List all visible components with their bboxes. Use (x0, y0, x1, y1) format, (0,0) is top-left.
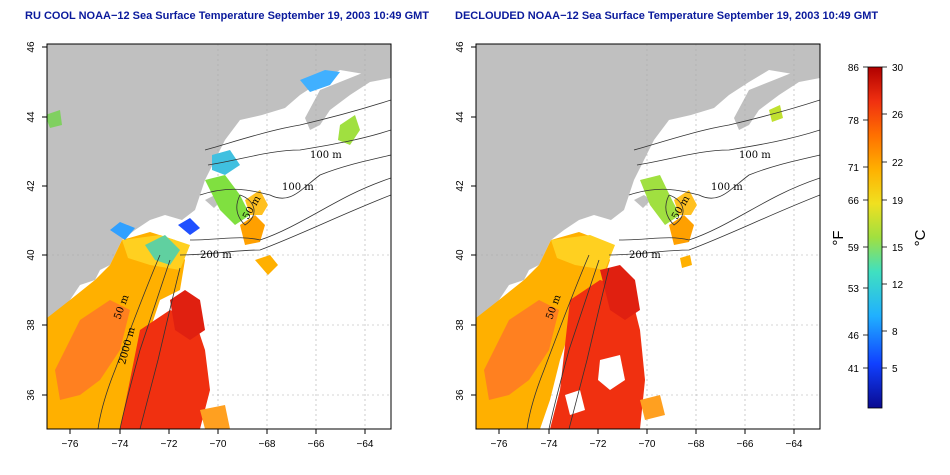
lat-tick-label: 38 (455, 319, 466, 331)
colorbar-celsius-label: °C (912, 229, 929, 246)
lon-tick-label: −76 (62, 439, 79, 450)
lon-tick-label: −76 (491, 439, 508, 450)
colorbar-f-tick: 66 (848, 196, 860, 207)
colorbar-f-tick: 53 (848, 284, 860, 295)
right-map-frame (475, 43, 821, 430)
colorbar-f-tick: 78 (848, 116, 860, 127)
colorbar-f-tick: 71 (848, 163, 860, 174)
colorbar-c-tick: 8 (892, 327, 898, 338)
sst-field (47, 70, 360, 429)
lon-tick-label: −74 (541, 439, 558, 450)
lat-tick-label: 38 (26, 319, 37, 331)
lon-tick-label: −74 (112, 439, 129, 450)
contour-label: 100 m (711, 182, 743, 193)
colorbar-gradient (867, 66, 883, 409)
colorbar-fahrenheit-label: °F (830, 230, 847, 245)
lon-tick-label: −68 (688, 439, 705, 450)
colorbar-c-tick: 22 (892, 158, 904, 169)
graticule (47, 44, 391, 429)
sst-field (476, 105, 783, 429)
lat-tick-label: 36 (26, 389, 37, 401)
left-map-frame (46, 43, 392, 430)
colorbar-c-tick: 12 (892, 280, 904, 291)
lon-tick-label: −70 (210, 439, 227, 450)
colorbar-f-tick: 59 (848, 243, 860, 254)
land-nova-scotia (734, 70, 820, 130)
right-map-title: DECLOUDED NOAA−12 Sea Surface Temperatur… (455, 10, 879, 22)
right-map: 100 m 100 m 50 m 200 m 50 m (476, 44, 820, 429)
colorbar: 86 78 71 66 59 53 46 41 30 26 22 19 15 1… (830, 63, 929, 409)
land-nova-scotia (305, 70, 391, 130)
lat-tick-label: 44 (26, 111, 37, 123)
lon-tick-label: −66 (308, 439, 325, 450)
left-lon-ticks (42, 46, 366, 434)
lat-tick-label: 42 (455, 180, 466, 192)
colorbar-c-tick: 5 (892, 364, 898, 375)
lon-tick-label: −72 (161, 439, 178, 450)
contour-label: 100 m (282, 182, 314, 193)
colorbar-c-tick: 19 (892, 196, 904, 207)
lon-tick-label: −66 (737, 439, 754, 450)
lon-tick-label: −64 (357, 439, 374, 450)
lon-tick-label: −64 (786, 439, 803, 450)
colorbar-c-tick: 15 (892, 243, 904, 254)
bathymetry-contours (97, 99, 391, 429)
lat-tick-label: 40 (455, 249, 466, 261)
lat-tick-label: 46 (26, 41, 37, 53)
colorbar-c-tick: 30 (892, 63, 904, 74)
land-mass (476, 44, 820, 318)
colorbar-c-tick: 26 (892, 110, 904, 121)
lat-tick-label: 40 (26, 249, 37, 261)
colorbar-f-tick: 41 (848, 364, 860, 375)
contour-label: 200 m (200, 250, 232, 261)
land-mass (47, 44, 391, 318)
lat-tick-label: 42 (26, 180, 37, 192)
contour-label: 100 m (310, 150, 342, 161)
colorbar-f-tick: 46 (848, 331, 860, 342)
lon-tick-label: −68 (259, 439, 276, 450)
left-map-title: RU COOL NOAA−12 Sea Surface Temperature … (25, 10, 430, 22)
lat-tick-label: 46 (455, 41, 466, 53)
colorbar-f-tick: 86 (848, 63, 860, 74)
lon-tick-label: −72 (590, 439, 607, 450)
contour-label: 200 m (629, 250, 661, 261)
contour-label: 100 m (739, 150, 771, 161)
left-map: 100 m 100 m 50 m 200 m 50 m 2000 m (47, 44, 391, 429)
lat-tick-label: 44 (455, 111, 466, 123)
bathymetry-contours (526, 99, 820, 429)
right-lon-ticks (471, 46, 795, 434)
lat-tick-label: 36 (455, 389, 466, 401)
graticule (476, 44, 820, 429)
lon-tick-label: −70 (639, 439, 656, 450)
